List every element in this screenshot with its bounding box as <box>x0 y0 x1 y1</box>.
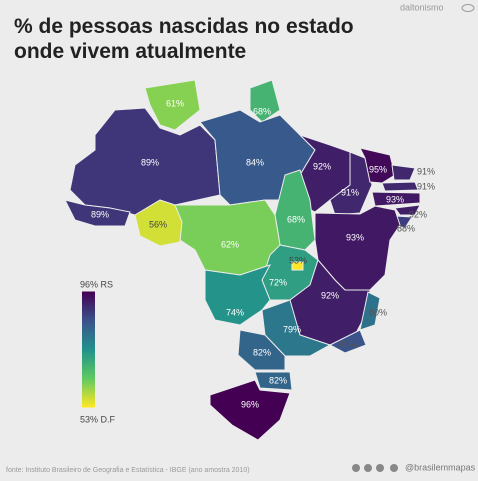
social-icons <box>352 464 398 472</box>
handle[interactable]: @brasilemmapas <box>405 462 476 472</box>
region <box>391 164 416 181</box>
region-label: 93% <box>346 232 364 242</box>
region-label: 80% <box>369 307 387 317</box>
region <box>204 264 272 326</box>
region-label: 88% <box>397 223 415 233</box>
region-label: 82% <box>253 347 271 357</box>
region <box>328 329 367 354</box>
region-label: 79% <box>283 324 301 334</box>
region <box>237 329 286 371</box>
legend-min: 53% D.F <box>80 414 116 424</box>
region-label: 89% <box>91 209 109 219</box>
region <box>299 134 351 213</box>
region-label: 56% <box>149 219 167 229</box>
region-label: 92% <box>409 209 427 219</box>
region-label: 93% <box>386 194 404 204</box>
legend-bar <box>82 292 95 407</box>
title-box: % de pessoas nascidas no estado onde viv… <box>14 15 354 63</box>
region-label: 92% <box>313 161 331 171</box>
region-label: 84% <box>246 157 264 167</box>
region <box>359 291 381 331</box>
region-label: 95% <box>369 164 387 174</box>
region-label: 72% <box>269 277 287 287</box>
region-label: 61% <box>166 98 184 108</box>
region <box>371 191 421 207</box>
region-label: 91% <box>417 166 435 176</box>
region-label: 62% <box>221 239 239 249</box>
region-label: 82% <box>269 375 287 385</box>
region-label: 68% <box>253 106 271 116</box>
region <box>249 79 281 123</box>
legend-max: 96% RS <box>80 279 113 289</box>
region-label: 53% <box>289 255 307 265</box>
region-label: 92% <box>321 290 339 300</box>
region-label: 91% <box>341 187 359 197</box>
region-label: 74% <box>226 307 244 317</box>
region <box>134 199 183 247</box>
region <box>291 261 304 271</box>
toggle-label[interactable]: daltonismo <box>400 2 444 12</box>
region-label: 91% <box>417 181 435 191</box>
region <box>144 79 201 131</box>
region <box>381 181 419 192</box>
source: fonte: Instituto Brasileiro de Geografia… <box>6 467 250 474</box>
eye-icon[interactable] <box>461 4 475 12</box>
region-label: 68% <box>287 214 305 224</box>
icon[interactable] <box>390 464 398 472</box>
region <box>254 371 293 391</box>
region <box>394 204 421 216</box>
region-label: 96% <box>241 399 259 409</box>
icon[interactable] <box>376 464 384 472</box>
region <box>209 379 291 441</box>
chart-title: % de pessoas nascidas no estado onde viv… <box>14 15 354 63</box>
icon[interactable] <box>352 464 360 472</box>
region-label: 85% <box>339 339 357 349</box>
region-label: 89% <box>141 157 159 167</box>
region <box>64 199 131 227</box>
icon[interactable] <box>364 464 372 472</box>
